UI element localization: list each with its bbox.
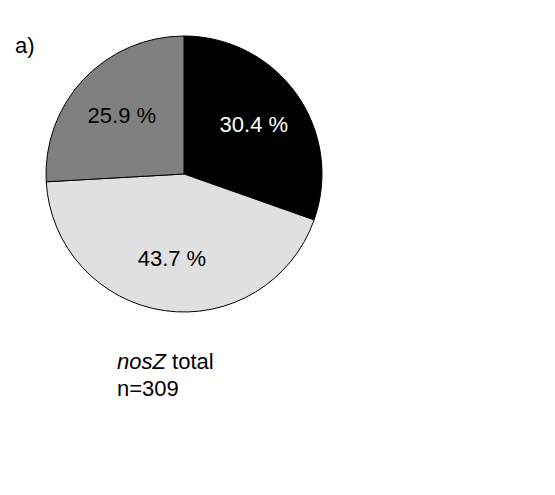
title: nosZ total [117, 349, 214, 374]
data-label: 30.4 % [220, 112, 289, 137]
data-label: 25.9 % [88, 103, 157, 128]
subtitle: n=309 [117, 376, 179, 401]
panel-label: a) [15, 33, 35, 58]
chart: 30.4 % 43.7 % 25.9 % a) nosZ totaln=309 [0, 0, 555, 495]
data-label: 43.7 % [138, 246, 207, 271]
pie [46, 36, 322, 312]
pie-slice [46, 36, 184, 182]
pie-slice [46, 174, 314, 312]
